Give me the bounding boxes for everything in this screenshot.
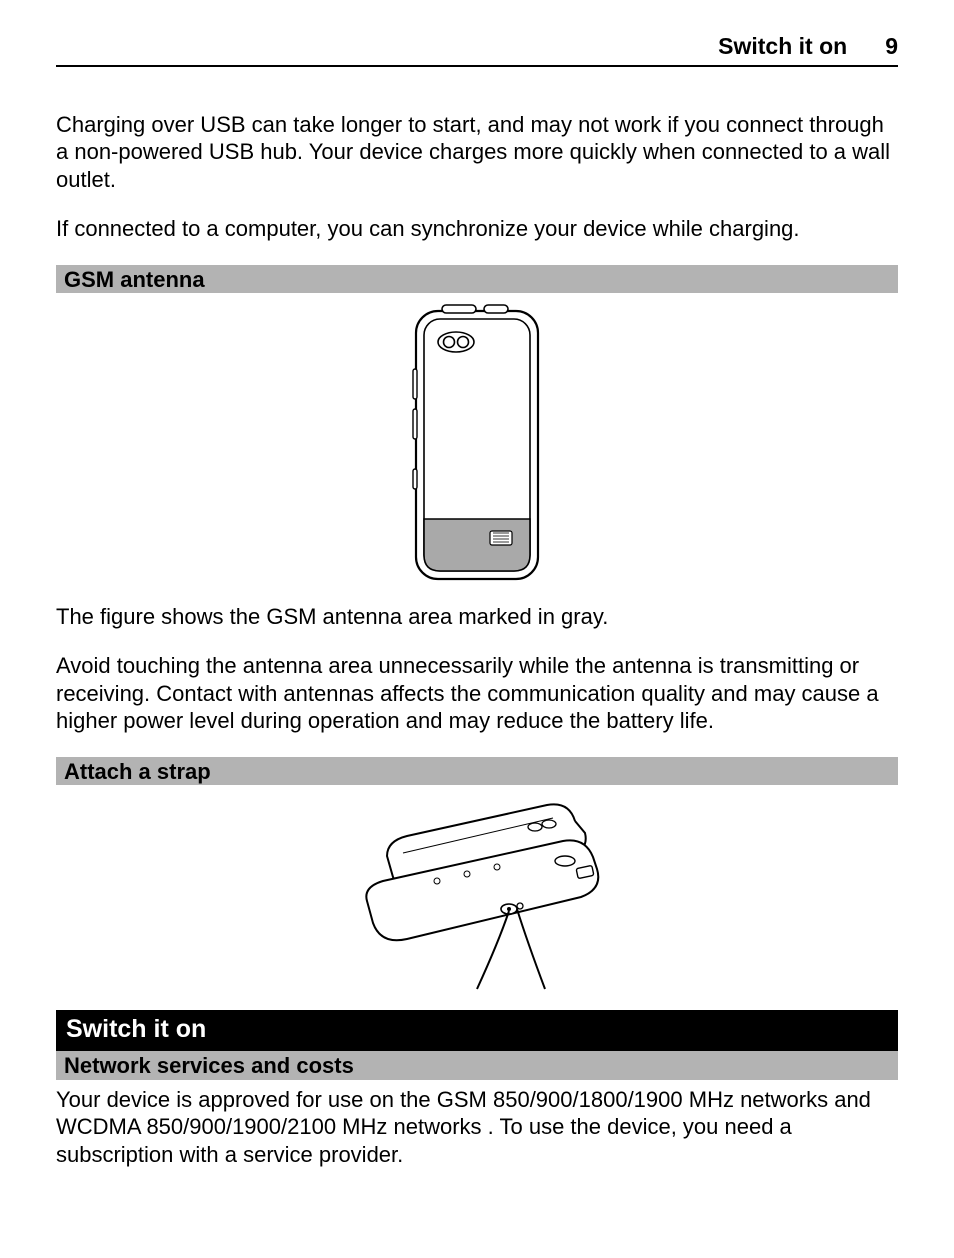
gsm-figure-caption: The figure shows the GSM antenna area ma…	[56, 603, 898, 631]
section-heading-gsm-antenna: GSM antenna	[56, 265, 898, 294]
running-header-page-number: 9	[885, 32, 898, 61]
figure-phone-back	[56, 299, 898, 591]
phone-back-illustration	[412, 299, 542, 584]
section-heading-attach-strap: Attach a strap	[56, 757, 898, 786]
attach-strap-illustration	[327, 791, 627, 991]
gsm-antenna-paragraph: Avoid touching the antenna area unnecess…	[56, 652, 898, 735]
figure-attach-strap	[56, 791, 898, 998]
section-heading-switch-it-on: Switch it on	[56, 1010, 898, 1051]
running-header-title: Switch it on	[718, 32, 847, 61]
network-services-paragraph: Your device is approved for use on the G…	[56, 1086, 898, 1169]
intro-paragraph-2: If connected to a computer, you can sync…	[56, 215, 898, 243]
intro-paragraph-1: Charging over USB can take longer to sta…	[56, 111, 898, 194]
running-header: Switch it on 9	[56, 32, 898, 67]
section-heading-network-services: Network services and costs	[56, 1051, 898, 1080]
page: Switch it on 9 Charging over USB can tak…	[0, 0, 954, 1208]
